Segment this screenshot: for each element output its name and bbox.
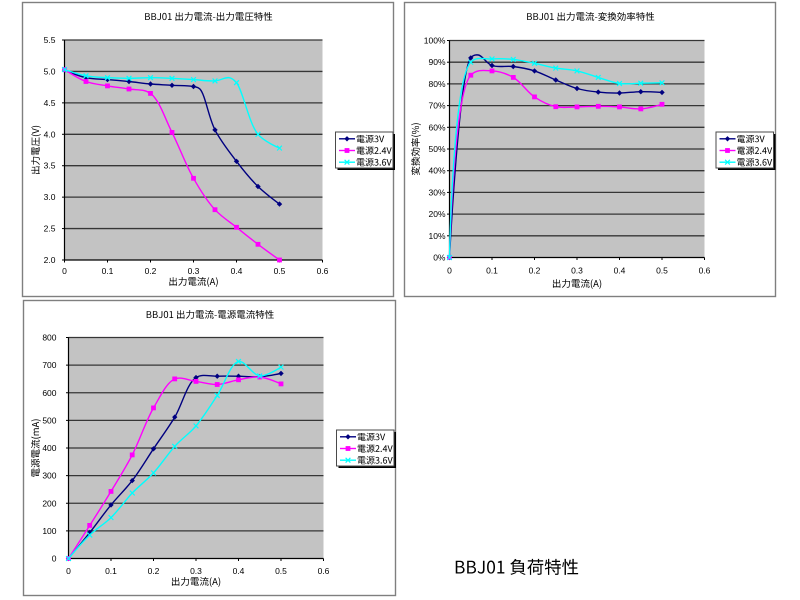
svg-text:700: 700 [42, 360, 56, 370]
svg-text:400: 400 [42, 443, 56, 453]
svg-text:0.4: 0.4 [233, 566, 245, 576]
svg-text:0.6: 0.6 [318, 566, 330, 576]
svg-text:0.6: 0.6 [699, 266, 711, 276]
svg-text:800: 800 [42, 333, 56, 343]
svg-text:0: 0 [62, 266, 67, 276]
svg-text:500: 500 [42, 415, 56, 425]
svg-text:10%: 10% [428, 231, 445, 241]
svg-text:0.3: 0.3 [190, 566, 202, 576]
svg-text:4.0: 4.0 [44, 129, 56, 139]
svg-text:0.1: 0.1 [102, 266, 114, 276]
svg-text:70%: 70% [428, 101, 445, 111]
svg-text:40%: 40% [428, 166, 445, 176]
svg-text:0.2: 0.2 [145, 266, 157, 276]
svg-text:0.4: 0.4 [614, 266, 626, 276]
svg-text:300: 300 [42, 471, 56, 481]
svg-text:0.3: 0.3 [571, 266, 583, 276]
svg-text:100%: 100% [424, 36, 446, 46]
svg-text:100: 100 [42, 526, 56, 536]
svg-text:20%: 20% [428, 209, 445, 219]
svg-text:5.0: 5.0 [44, 66, 56, 76]
svg-text:50%: 50% [428, 144, 445, 154]
svg-text:3.5: 3.5 [44, 161, 56, 171]
svg-text:0.1: 0.1 [486, 266, 498, 276]
svg-text:80%: 80% [428, 79, 445, 89]
svg-text:3.0: 3.0 [44, 192, 56, 202]
svg-text:0: 0 [52, 554, 57, 564]
svg-text:90%: 90% [428, 57, 445, 67]
svg-text:2.5: 2.5 [44, 224, 56, 234]
svg-text:5.5: 5.5 [44, 35, 56, 45]
svg-text:4.5: 4.5 [44, 98, 56, 108]
svg-text:0.5: 0.5 [274, 266, 286, 276]
svg-text:0: 0 [66, 566, 71, 576]
svg-text:0.2: 0.2 [148, 566, 160, 576]
svg-text:0.1: 0.1 [105, 566, 117, 576]
svg-text:0%: 0% [433, 253, 446, 263]
svg-text:0.3: 0.3 [188, 266, 200, 276]
svg-text:2.0: 2.0 [44, 255, 56, 265]
svg-text:0: 0 [447, 266, 452, 276]
svg-text:200: 200 [42, 498, 56, 508]
svg-text:60%: 60% [428, 122, 445, 132]
svg-text:0.2: 0.2 [529, 266, 541, 276]
svg-text:0.6: 0.6 [317, 266, 329, 276]
svg-text:0.5: 0.5 [275, 566, 287, 576]
svg-text:30%: 30% [428, 187, 445, 197]
svg-text:600: 600 [42, 388, 56, 398]
svg-text:0.5: 0.5 [656, 266, 668, 276]
svg-text:0.4: 0.4 [231, 266, 243, 276]
